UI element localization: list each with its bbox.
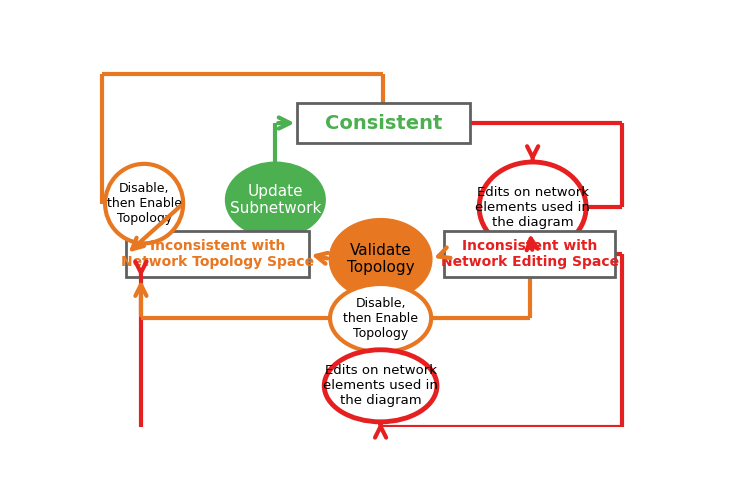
Text: Consistent: Consistent [325, 113, 442, 132]
FancyBboxPatch shape [445, 231, 615, 277]
Text: Validate
Topology: Validate Topology [347, 243, 415, 275]
Text: Disable,
then Enable
Topology: Disable, then Enable Topology [107, 182, 181, 225]
Text: Inconsistent with
Network Topology Space: Inconsistent with Network Topology Space [121, 239, 314, 269]
Ellipse shape [325, 350, 437, 422]
Ellipse shape [330, 284, 431, 352]
Text: Inconsistent with
Network Editing Space: Inconsistent with Network Editing Space [441, 239, 619, 269]
Ellipse shape [226, 163, 325, 237]
Text: Edits on network
elements used in
the diagram: Edits on network elements used in the di… [323, 364, 438, 408]
Ellipse shape [330, 219, 431, 299]
Text: Edits on network
elements used in
the diagram: Edits on network elements used in the di… [475, 186, 590, 229]
Text: Disable,
then Enable
Topology: Disable, then Enable Topology [343, 297, 418, 340]
FancyBboxPatch shape [127, 231, 309, 277]
FancyBboxPatch shape [298, 103, 470, 143]
Ellipse shape [105, 164, 184, 243]
Ellipse shape [479, 162, 586, 252]
Text: Update
Subnetwork: Update Subnetwork [230, 184, 321, 216]
